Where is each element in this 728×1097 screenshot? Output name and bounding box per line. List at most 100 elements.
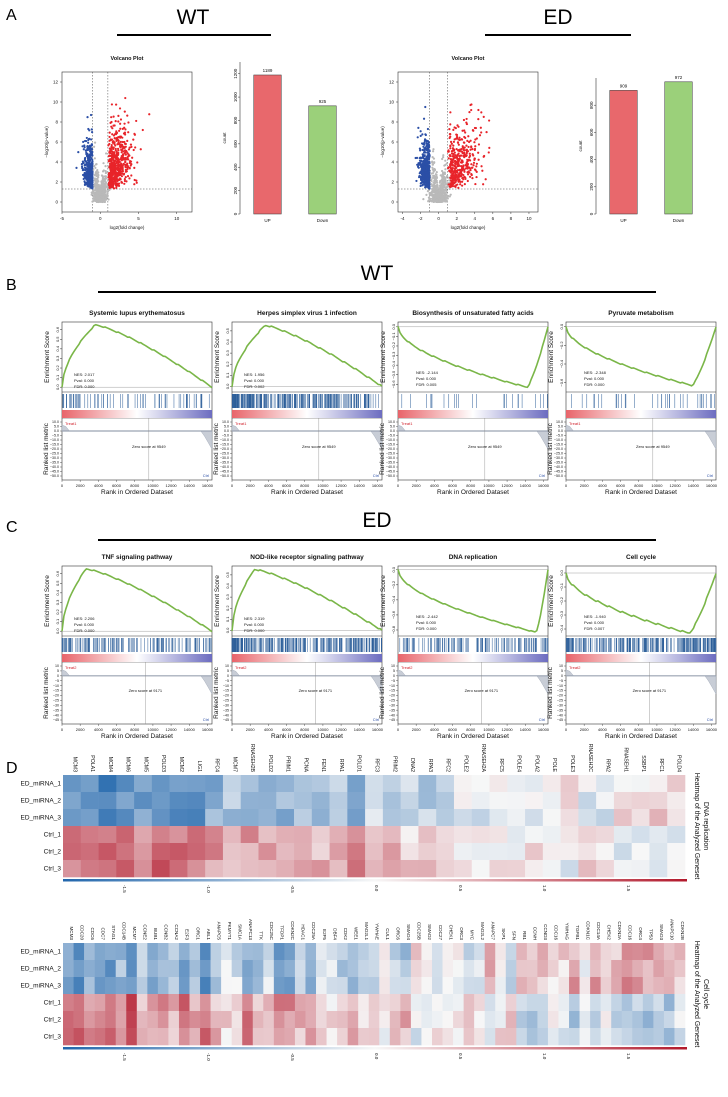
gene-label: RFC2 (445, 758, 451, 772)
rank-xtick: 4000 (430, 483, 440, 488)
rank-ytick: −20.0 (386, 447, 395, 451)
bar-ylabel: count (578, 140, 583, 152)
rank-ytick: −35.0 (220, 461, 229, 465)
rank-xtick: 10000 (147, 483, 159, 488)
rank-xtick: 10000 (651, 727, 663, 732)
scale-tick: 0.0 (374, 1053, 379, 1060)
es-ytick: 0.1 (55, 374, 60, 380)
rank-ytick: −15 (53, 689, 59, 693)
heatmap-color-scale (63, 1047, 687, 1050)
rank-xtick: 14000 (688, 727, 700, 732)
bar-category-label: UP (264, 218, 270, 223)
zero-score-label: Zero score at 9171 (299, 688, 333, 693)
rank-xtick: 6000 (448, 483, 458, 488)
rank-ytick: −10.0 (554, 438, 563, 442)
rank-ytick: −25 (53, 699, 59, 703)
low-phenotype-label: Ctrl (373, 473, 379, 478)
bar-category-label: Down (673, 218, 685, 223)
gsea-plot: Biosynthesis of unsaturated fatty acids 0… (379, 310, 550, 496)
gene-label: SMAD4 (406, 924, 411, 940)
rank-ytick: −20 (557, 694, 563, 698)
rank-xtick: 14000 (184, 483, 196, 488)
bar-ytick: 1000 (233, 92, 238, 103)
gene-label: CDKN2A (617, 921, 622, 941)
rank-xtick: 16000 (372, 483, 384, 488)
hit-barcode (565, 638, 717, 652)
gsea-stat: NES: 2.319 (244, 616, 265, 621)
gene-label: CDKN2C (290, 921, 295, 941)
volcano-xtick: -2 (419, 216, 423, 221)
rank-xtick: 10000 (483, 483, 495, 488)
rank-ytick: −35 (557, 708, 563, 712)
rank-xtick: 6000 (616, 727, 626, 732)
es-axis-label: Enrichment Score (380, 575, 387, 627)
gene-label: MCM6 (125, 757, 131, 772)
volcano-xlabel: log2(fold change) (451, 225, 486, 230)
hit-barcode (62, 394, 210, 408)
rank-xtick: 8000 (634, 483, 644, 488)
gene-label: CDC14B (121, 922, 126, 940)
es-ytick: −0.6 (391, 380, 396, 389)
gene-label: POLE (551, 758, 557, 772)
gsea-stat: NES: -2.442 (416, 614, 439, 619)
es-ytick: −0.4 (559, 359, 564, 368)
rank-xtick: 0 (397, 483, 400, 488)
es-ytick: 0.6 (55, 326, 60, 332)
gene-label: LIG1 (196, 761, 202, 772)
rank-ytick: 10 (225, 664, 229, 668)
ranked-list: 10.05.00.0−5.0−10.0−15.0−20.0−25.0−30.0−… (43, 418, 213, 480)
rank-xtick: 10000 (147, 727, 159, 732)
rank-axis-label: Ranked list metric (547, 666, 554, 718)
rank-xtick: 12000 (502, 483, 514, 488)
scale-tick: -1.5 (122, 885, 127, 893)
bar-ytick: 400 (233, 163, 238, 171)
rank-xtick: 2000 (412, 727, 422, 732)
rank-ytick: −30 (53, 703, 59, 707)
es-axis-label: Enrichment Score (44, 331, 51, 383)
es-axis-label: Enrichment Score (44, 575, 51, 627)
gene-label: MCM3 (71, 757, 77, 772)
gsea-plot: TNF signaling pathway 0.0 0.1 0.2 0.3 0.4 0.5 0… (43, 554, 214, 740)
gene-label: DNA2 (409, 758, 415, 772)
rank-xtick: 10000 (317, 727, 329, 732)
es-ytick: 0.3 (55, 355, 60, 361)
es-ytick: −0.3 (391, 351, 396, 360)
rank-xlabel: Rank in Ordered Dataset (271, 489, 343, 496)
gene-label: DBF4 (332, 928, 337, 940)
heatmap-dna-replication: MCM3 POLA1 MCM4 MCM6 MCM5 POLD3 MCM2 LIG1 RFC4 MC… (21, 744, 709, 894)
bar-down (664, 81, 693, 215)
rank-ytick: −40 (223, 713, 229, 717)
rank-ytick: 10.0 (222, 420, 229, 424)
rank-ytick: −45 (389, 718, 395, 722)
rank-xtick: 4000 (264, 483, 274, 488)
rank-xtick: 14000 (184, 727, 196, 732)
gsea-stat: FDR: 0.000 (244, 628, 265, 633)
es-ytick: −0.6 (559, 378, 564, 387)
gene-label: WEE1 (353, 927, 358, 940)
volcano-title: Volcano Plot (111, 56, 144, 62)
volcano-ytick: 10 (389, 100, 395, 105)
rank-ytick: −50.0 (220, 474, 229, 478)
gsea-stat: NES: -2.348 (584, 370, 607, 375)
rank-ytick: −40 (53, 713, 59, 717)
gene-label: PKMYT1 (227, 922, 232, 941)
es-ytick: 0.0 (559, 569, 564, 575)
rank-ytick: 5 (561, 669, 563, 673)
gsea-plot: Pyruvate metabolism 0.0 −0.2 −0.4 −0.6 Enrich… (547, 310, 718, 496)
gene-label: POLE4 (516, 755, 522, 772)
rank-ytick: −40 (389, 713, 395, 717)
es-ytick: 0.3 (225, 350, 230, 356)
gene-label: CHEK2 (606, 925, 611, 941)
high-phenotype-label: Treat1 (569, 421, 581, 426)
rank-xtick: 6000 (282, 483, 292, 488)
gene-label: TP53 (649, 929, 654, 940)
rank-xtick: 16000 (538, 483, 550, 488)
gsea-stat: FDR: 0.002 (244, 384, 265, 389)
es-ytick: −0.1 (559, 582, 564, 591)
rank-ytick: −30 (389, 703, 395, 707)
volcano-xtick: 10 (526, 216, 532, 221)
es-curve (565, 326, 717, 387)
rank-ytick: 0 (393, 674, 395, 678)
volcano-xtick: 2 (455, 216, 458, 221)
